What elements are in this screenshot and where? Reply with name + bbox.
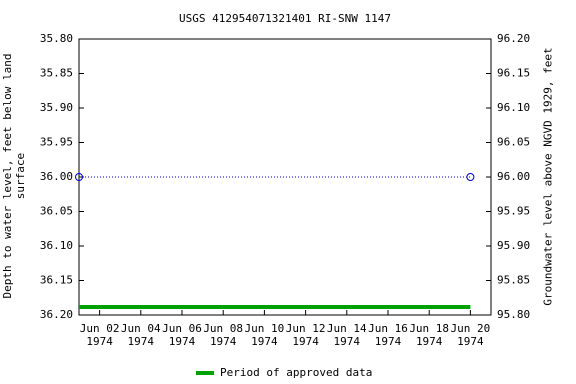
y2-tick-label: 96.10 <box>497 101 530 114</box>
y2-tick-label: 95.90 <box>497 239 530 252</box>
x-tick-label: Jun 16 1974 <box>368 322 408 348</box>
y-axis-label: Depth to water level, feet below land su… <box>1 53 27 299</box>
y2-tick-label: 96.00 <box>497 170 530 183</box>
y2-tick-label: 95.80 <box>497 308 530 321</box>
data-point <box>466 173 475 181</box>
y2-tick-label: 96.05 <box>497 136 530 149</box>
plot-area <box>78 38 492 316</box>
y-tick-label: 35.90 <box>40 101 73 114</box>
y-tick-label: 36.05 <box>40 205 73 218</box>
data-point <box>75 173 83 181</box>
x-tick-label: Jun 18 1974 <box>409 322 450 348</box>
legend-label: Period of approved data <box>220 366 372 379</box>
x-tick-label: Jun 20 1974 <box>450 322 491 348</box>
x-tick-label: Jun 04 1974 <box>120 322 161 348</box>
y2-tick-label: 96.20 <box>497 32 530 45</box>
y-tick-label: 36.15 <box>40 274 73 287</box>
y-tick-label: 36.00 <box>40 170 73 183</box>
x-tick-label: Jun 08 1974 <box>203 322 244 348</box>
x-tick-label: Jun 10 1974 <box>244 322 285 348</box>
y-tick-label: 35.80 <box>40 32 73 45</box>
y2-tick-label: 95.95 <box>497 205 530 218</box>
chart-title: USGS 412954071321401 RI-SNW 1147 <box>179 12 391 25</box>
y2-tick-label: 95.85 <box>497 274 530 287</box>
x-tick-label: Jun 06 1974 <box>162 322 202 348</box>
y-tick-label: 36.20 <box>40 308 73 321</box>
y-tick-label: 36.10 <box>40 239 73 252</box>
y2-tick-label: 96.15 <box>497 67 530 80</box>
y-tick-label: 35.85 <box>40 67 73 80</box>
x-tick-label: Jun 14 1974 <box>326 322 367 348</box>
x-tick-label: Jun 02 1974 <box>79 322 120 348</box>
x-tick-label: Jun 12 1974 <box>285 322 326 348</box>
y-tick-label: 35.95 <box>40 136 73 149</box>
y2-axis-label: Groundwater level above NGVD 1929, feet <box>541 47 555 306</box>
